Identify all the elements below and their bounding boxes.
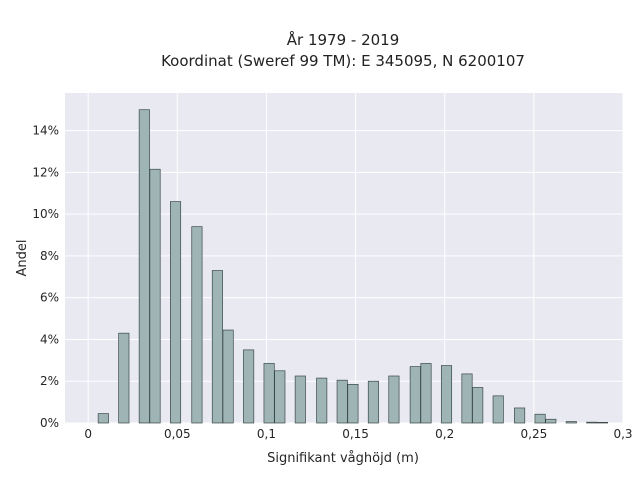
y-tick-label: 12% bbox=[32, 165, 59, 179]
histogram-bar bbox=[243, 349, 255, 424]
histogram-bar bbox=[472, 387, 484, 424]
histogram-bar bbox=[409, 366, 421, 424]
histogram-bar bbox=[118, 332, 130, 424]
histogram-bar bbox=[222, 329, 234, 424]
histogram-bar bbox=[367, 380, 379, 424]
histogram-bar bbox=[534, 413, 546, 424]
x-tick-label: 0,05 bbox=[164, 427, 191, 441]
histogram-bar bbox=[211, 270, 223, 424]
x-tick-label: 0,25 bbox=[521, 427, 548, 441]
histogram-bar bbox=[514, 407, 526, 424]
chart-title-line-2: Koordinat (Sweref 99 TM): E 345095, N 62… bbox=[161, 52, 525, 70]
histogram-bar bbox=[149, 168, 161, 424]
y-tick-label: 4% bbox=[40, 332, 59, 346]
x-tick-label: 0,2 bbox=[435, 427, 454, 441]
histogram-bar bbox=[347, 384, 359, 424]
histogram-bar bbox=[420, 363, 432, 424]
y-tick-label: 6% bbox=[40, 291, 59, 305]
x-tick-label: 0,1 bbox=[257, 427, 276, 441]
y-axis-label: Andel bbox=[15, 240, 30, 277]
histogram-bar bbox=[263, 363, 275, 424]
y-axis-ticks: 0% 2% 4% 6% 8% 10% 12% 14% bbox=[32, 124, 59, 430]
x-tick-label: 0,3 bbox=[613, 427, 632, 441]
chart-title-line-1: År 1979 - 2019 bbox=[287, 30, 400, 49]
histogram-bar bbox=[596, 422, 609, 424]
x-axis-label: Signifikant våghöjd (m) bbox=[267, 451, 419, 466]
y-tick-label: 14% bbox=[32, 124, 59, 138]
histogram-bar bbox=[440, 365, 453, 424]
histogram-bar bbox=[565, 421, 577, 424]
y-tick-label: 10% bbox=[32, 207, 59, 221]
x-tick-label: 0,15 bbox=[342, 427, 369, 441]
histogram-bar bbox=[294, 375, 306, 424]
histogram-bar bbox=[97, 413, 109, 424]
histogram-bar bbox=[388, 375, 400, 424]
histogram-bar bbox=[461, 373, 473, 424]
x-tick-label: 0 bbox=[84, 427, 92, 441]
histogram-bar bbox=[336, 379, 348, 424]
bars bbox=[97, 109, 609, 424]
x-axis-ticks: 0 0,05 0,1 0,15 0,2 0,25 0,3 bbox=[84, 427, 632, 441]
y-tick-label: 8% bbox=[40, 249, 59, 263]
y-tick-label: 2% bbox=[40, 374, 59, 388]
histogram-bar bbox=[492, 395, 504, 424]
histogram-bar bbox=[191, 226, 203, 424]
histogram-bar bbox=[170, 201, 182, 424]
histogram-bar bbox=[316, 377, 328, 424]
histogram-bar bbox=[138, 109, 150, 424]
histogram-bar bbox=[545, 418, 557, 424]
histogram-bar bbox=[586, 421, 598, 424]
histogram-bar bbox=[274, 370, 286, 424]
y-tick-label: 0% bbox=[40, 416, 59, 430]
